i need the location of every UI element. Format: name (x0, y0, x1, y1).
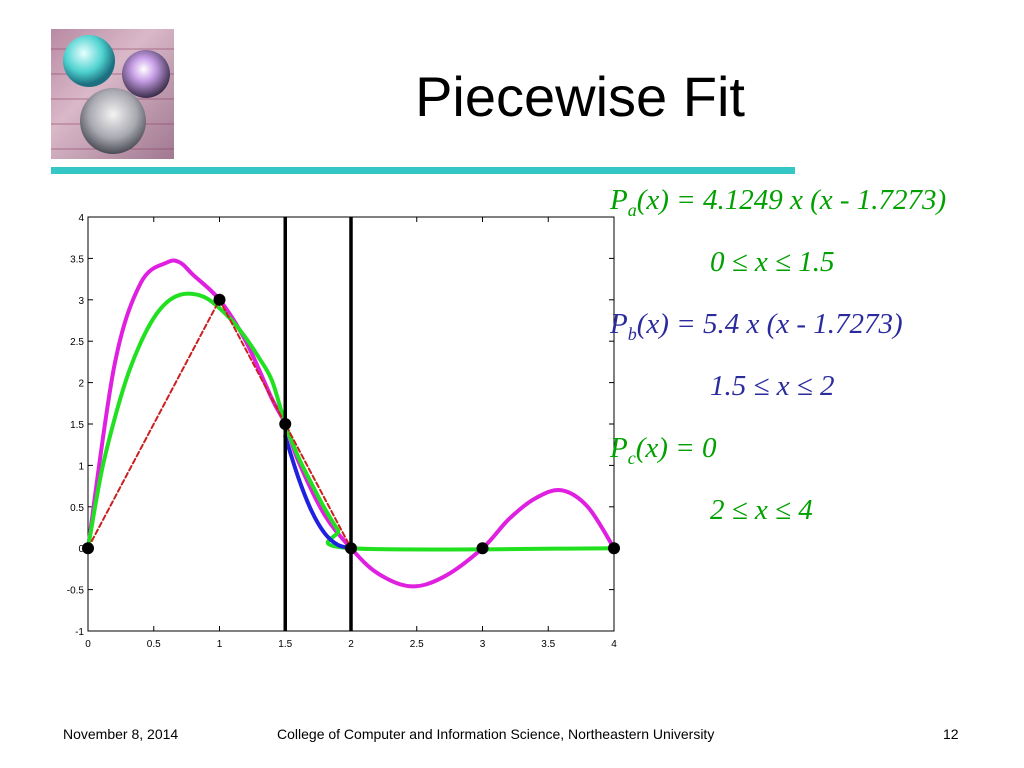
x-tick-label: 4 (611, 639, 617, 650)
footer-institution: College of Computer and Information Scie… (277, 726, 715, 742)
y-tick-label: 4 (78, 213, 84, 224)
data-point (476, 542, 489, 555)
y-tick-label: 0.5 (70, 503, 84, 514)
x-tick-label: 3 (480, 639, 486, 650)
data-point (213, 293, 226, 306)
y-tick-label: 1 (78, 461, 84, 472)
series-line (86, 291, 616, 552)
data-point (279, 418, 292, 430)
y-tick-label: 1.5 (70, 420, 84, 431)
formula-b: Pb(x) = 5.4 x (x - 1.7273) (610, 308, 903, 344)
formula-a-range: 0 ≤ x ≤ 1.5 (710, 246, 835, 278)
footer-date: November 8, 2014 (63, 726, 179, 742)
y-tick-label: 3.5 (70, 254, 84, 265)
series-line (87, 298, 352, 550)
y-tick-label: -0.5 (67, 586, 85, 597)
data-point (608, 542, 620, 555)
x-tick-label: 1.5 (278, 639, 292, 650)
x-tick-label: 1 (217, 639, 223, 650)
data-points (82, 293, 620, 555)
series-line (283, 434, 353, 551)
x-tick-label: 0 (85, 639, 91, 650)
formula-b-range: 1.5 ≤ x ≤ 2 (710, 370, 835, 402)
axis-ticks: 0 0.5 1 1.5 2 2.5 3 3.5 4 -1 -0.5 0 0.5 1 1.5 2 2.5 3 3.5 4 (67, 213, 617, 650)
y-tick-label: 0 (78, 544, 84, 555)
x-tick-label: 3.5 (541, 639, 555, 650)
x-tick-label: 0.5 (147, 639, 161, 650)
y-tick-label: 2 (78, 379, 84, 390)
formula-c: Pc(x) = 0 (610, 432, 717, 468)
logo-image (51, 29, 174, 159)
spheres-icon (51, 35, 174, 154)
piecewise-chart: 0 0.5 1 1.5 2 2.5 3 3.5 4 -1 -0.5 0 0.5 1 1.5 2 2.5 3 3.5 4 (67, 213, 620, 650)
y-tick-label: 2.5 (70, 337, 84, 348)
formula-c-range: 2 ≤ x ≤ 4 (710, 494, 813, 526)
data-point (82, 542, 94, 555)
page-title: Piecewise Fit (415, 65, 745, 128)
series-group (86, 258, 616, 589)
footer-page-number: 12 (943, 726, 959, 742)
y-tick-label: -1 (75, 627, 84, 638)
data-point (345, 542, 357, 555)
x-tick-label: 2.5 (410, 639, 424, 650)
y-tick-label: 3 (78, 296, 84, 307)
formula-a: Pa(x) = 4.1249 x (x - 1.7273) (610, 184, 947, 220)
title-divider (51, 167, 795, 174)
x-tick-label: 2 (348, 639, 354, 650)
